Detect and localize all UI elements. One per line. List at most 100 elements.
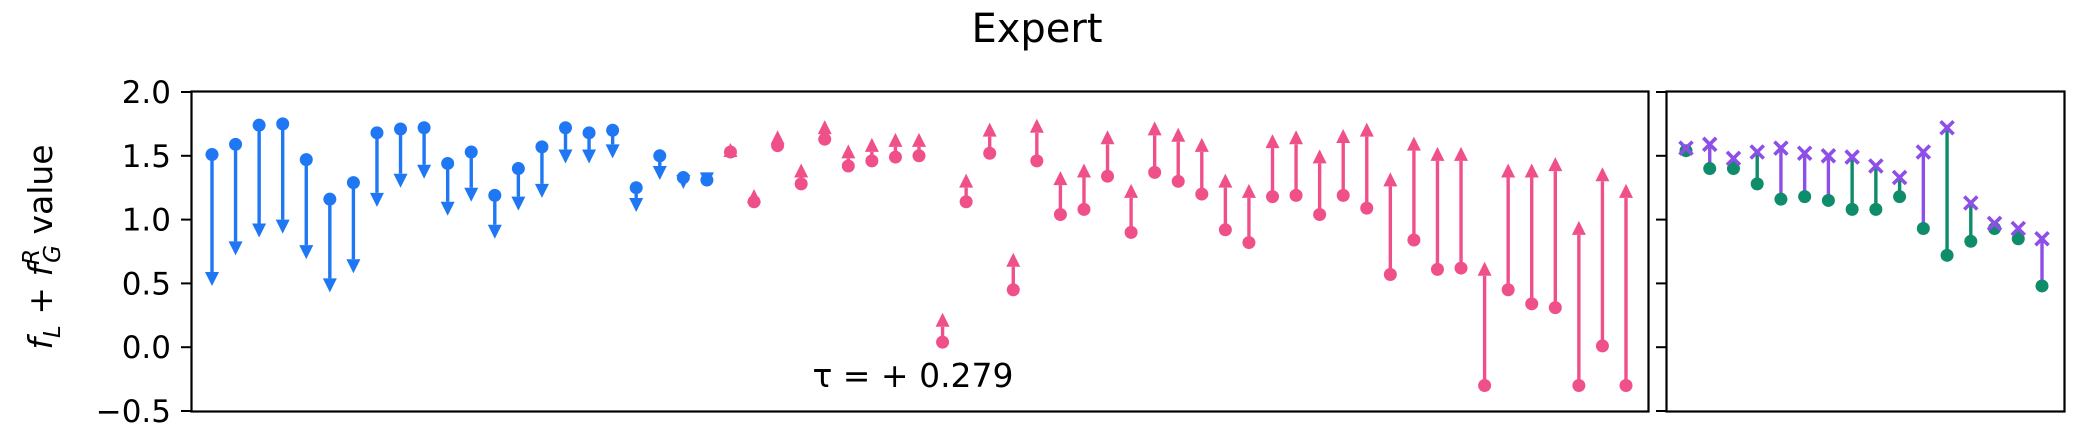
right-pair <box>1891 169 1908 204</box>
arrow-head <box>1194 137 1209 152</box>
right-pair <box>1963 195 1979 248</box>
arrow-head <box>629 197 644 212</box>
arrow-head <box>794 163 809 178</box>
pair-cross <box>1939 119 1955 136</box>
arrow-head <box>1406 136 1421 151</box>
arrow-head <box>864 137 879 152</box>
pair-cross <box>2010 220 2027 237</box>
arrow-head <box>1029 118 1044 133</box>
arrow-head <box>817 120 832 135</box>
down-arrow <box>228 137 243 256</box>
up-arrow <box>935 312 950 349</box>
up-arrow <box>1359 122 1374 215</box>
y-tick-label: 0.5 <box>122 266 171 302</box>
arrow-head <box>558 149 573 164</box>
down-arrow <box>511 162 526 211</box>
arrow-head <box>440 201 455 216</box>
up-arrow <box>888 132 903 164</box>
pair-dot <box>1703 162 1717 176</box>
y-tick-label: −0.5 <box>96 394 171 430</box>
pair-dot <box>1869 202 1883 216</box>
down-arrow <box>275 117 290 234</box>
arrow-head <box>1619 183 1633 198</box>
up-arrow <box>1147 121 1162 179</box>
up-arrow <box>1571 220 1586 392</box>
arrow-head <box>1171 127 1186 142</box>
start-dot <box>252 118 266 132</box>
pair-dot <box>1964 234 1978 248</box>
pair-cross <box>1796 145 1813 162</box>
down-arrow <box>417 121 432 179</box>
arrow-head <box>888 132 903 147</box>
up-arrow <box>1124 183 1139 239</box>
right-pair <box>1868 158 1884 216</box>
down-arrow <box>393 122 408 188</box>
pair-dot <box>2035 279 2049 293</box>
right-pair <box>1749 144 1765 191</box>
up-arrow <box>1076 163 1091 216</box>
up-arrow <box>1430 146 1445 276</box>
arrow-head <box>1312 149 1327 164</box>
up-arrow <box>1524 163 1539 311</box>
down-arrow <box>676 170 691 189</box>
arrow-head <box>534 183 549 198</box>
y-label-rest: value <box>21 144 60 234</box>
pair-cross <box>1844 149 1860 165</box>
arrow-head <box>417 164 432 179</box>
arrow-head <box>1359 122 1374 137</box>
arrow-head <box>982 122 997 137</box>
up-arrow <box>1406 136 1421 247</box>
arrow-head <box>299 245 314 260</box>
y-tick-label: 1.0 <box>122 203 171 239</box>
pair-dot <box>1845 202 1859 216</box>
down-arrow <box>369 126 384 207</box>
arrow-head <box>1053 171 1068 186</box>
up-arrow <box>1336 129 1351 202</box>
chart-title: Expert <box>971 6 1102 52</box>
arrow-head <box>322 278 337 293</box>
up-arrow <box>1265 134 1280 204</box>
up-arrow <box>1053 171 1068 221</box>
right-panel-marks <box>1678 119 2050 293</box>
right-pair <box>2010 220 2027 246</box>
pair-dot <box>1679 144 1693 158</box>
arrow-head <box>393 173 408 188</box>
pair-cross <box>2034 230 2050 247</box>
up-arrow <box>1194 137 1209 201</box>
right-pair <box>1986 215 2003 236</box>
up-arrow <box>864 137 879 168</box>
tau-annotation: τ = + 0.279 <box>812 356 1013 395</box>
arrow-head <box>747 188 762 203</box>
up-arrow <box>1595 167 1610 353</box>
arrow-head <box>1501 163 1516 178</box>
down-arrow <box>252 118 267 238</box>
arrow-head <box>252 223 267 238</box>
pair-cross <box>1701 136 1718 153</box>
arrow-head <box>676 174 691 189</box>
up-arrow <box>1289 130 1304 202</box>
down-arrow <box>582 126 597 164</box>
pair-cross <box>1725 150 1742 167</box>
up-arrow <box>1548 157 1563 315</box>
down-arrow <box>558 121 573 164</box>
up-arrow <box>1477 261 1492 392</box>
up-arrow <box>1383 172 1398 281</box>
down-arrow <box>629 181 644 212</box>
arrow-head <box>228 241 243 256</box>
arrow-head <box>912 132 926 147</box>
pair-cross <box>1963 195 1979 211</box>
y-label-sup2: R <box>19 249 45 265</box>
up-arrow <box>747 188 762 209</box>
arrow-head <box>1336 129 1351 144</box>
arrow-head <box>1100 130 1115 145</box>
up-arrow <box>1501 163 1516 297</box>
pair-cross <box>1915 144 1932 160</box>
up-arrow <box>1619 183 1633 392</box>
down-arrow <box>487 188 502 239</box>
pair-dot <box>1750 177 1764 191</box>
start-dot <box>276 117 290 131</box>
pair-cross <box>1820 148 1837 164</box>
down-arrow <box>322 192 337 293</box>
down-arrow <box>346 176 361 274</box>
